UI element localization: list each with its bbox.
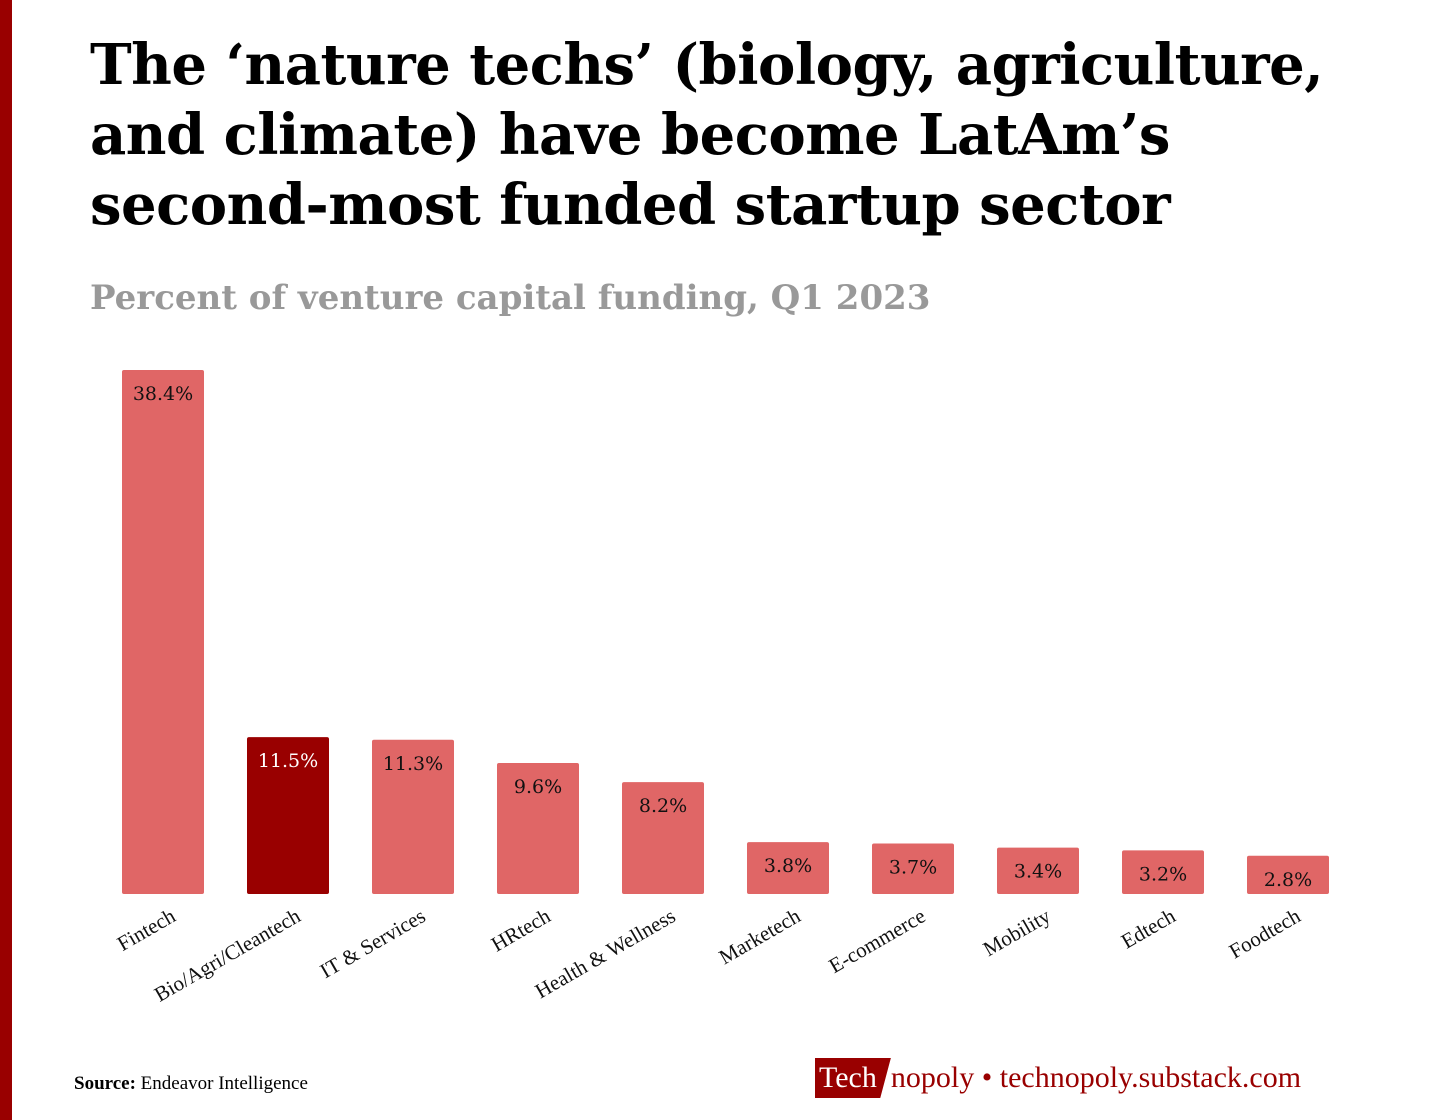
source-text: Endeavor Intelligence [140,1073,308,1094]
brand-url[interactable]: technopoly.substack.com [999,1061,1302,1094]
bar-mobility [997,847,1079,894]
tick-label-marketech: Marketech [715,903,805,969]
bar-chart: 38.4%Fintech11.5%Bio/Agri/Cleantech11.3%… [113,370,1329,1007]
data-label-bio-agri-cleantech: 11.5% [258,750,318,772]
brand-highlight: Tech [815,1058,891,1098]
chart-title: The ‘nature techs’ (biology, agriculture… [90,32,1324,238]
tick-label-hrtech: HRtech [487,903,555,956]
data-label-mobility: 3.4% [1014,861,1062,883]
bar-e-commerce [872,843,954,894]
chart-subtitle: Percent of venture capital funding, Q1 2… [90,278,931,318]
bar-foodtech [1247,855,1329,894]
data-label-foodtech: 2.8% [1264,869,1312,891]
bar-fintech [122,370,204,894]
brand-rest: nopoly [890,1061,975,1094]
bar-health-wellness [622,782,704,894]
bar-bio-agri-cleantech [247,737,329,894]
data-label-fintech: 38.4% [133,383,193,405]
bar-hrtech [497,763,579,894]
data-label-health-wellness: 8.2% [639,795,687,817]
source-note: Source: Endeavor Intelligence [74,1073,308,1095]
source-label: Source: [74,1073,136,1094]
data-label-hrtech: 9.6% [514,776,562,798]
accent-bar [0,0,12,1120]
bar-marketech [747,842,829,894]
bar-edtech [1122,850,1204,894]
bar-it-services [372,739,454,894]
tick-label-health-wellness: Health & Wellness [531,904,680,1004]
brand-separator: • [981,1061,993,1094]
tick-label-fintech: Fintech [113,903,180,956]
brand-footer: Tech nopoly • technopoly.substack.com [815,1058,1301,1098]
tick-label-foodtech: Foodtech [1225,903,1305,963]
tick-label-it-services: IT & Services [316,904,430,983]
data-label-e-commerce: 3.7% [889,857,937,879]
data-label-it-services: 11.3% [383,753,443,775]
data-label-edtech: 3.2% [1139,863,1187,885]
data-label-marketech: 3.8% [764,855,812,877]
tick-label-edtech: Edtech [1117,903,1180,953]
tick-label-e-commerce: E-commerce [825,904,930,978]
tick-label-mobility: Mobility [979,903,1055,961]
